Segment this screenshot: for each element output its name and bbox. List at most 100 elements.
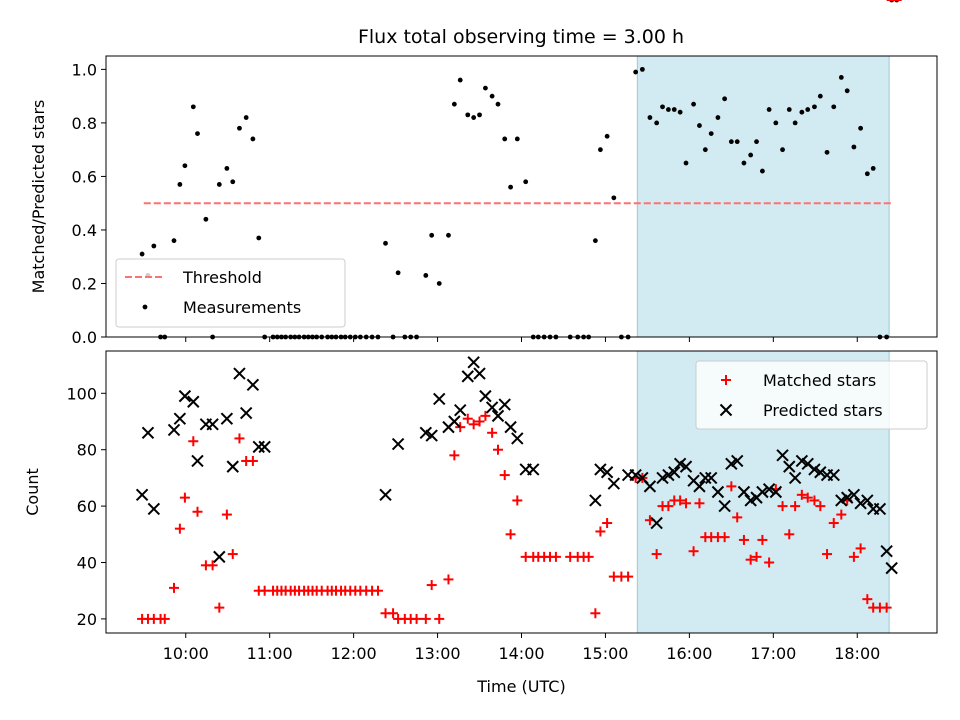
measurement-point: [216, 182, 222, 187]
x-marker-b: [629, 468, 642, 482]
x-tick-label: 16:00: [666, 644, 712, 663]
matched-point: [372, 585, 383, 596]
ratio-y-tick-label: 0.0: [72, 328, 97, 347]
matched-point: [159, 613, 170, 624]
x-marker-b: [454, 404, 467, 417]
highlight-span: [636, 55, 890, 338]
threshold-legend-label: Threshold: [182, 268, 262, 287]
x-marker-b: [737, 485, 751, 499]
x-marker-b: [636, 471, 649, 485]
measurement-point: [514, 136, 520, 142]
predicted-point: [704, 471, 718, 485]
predicted-point: [467, 356, 480, 369]
predicted-point: [827, 468, 840, 482]
predicted-point: [668, 466, 681, 479]
ratio-panel: 0.0 0.2 0.4 0.6 0.8 1.0 Matched/Predicted sta…: [29, 0, 938, 347]
ratio-y-tick-label: 1.0: [72, 60, 97, 79]
measurement-point: [203, 216, 209, 222]
measurement-point: [182, 163, 188, 169]
measurement-point: [831, 104, 837, 110]
predicted-point: [762, 482, 776, 496]
counts-legend: Matched stars Predicted stars: [695, 360, 928, 430]
predicted-point: [425, 429, 438, 442]
measurement-point: [495, 101, 501, 107]
matched-point: [188, 436, 199, 447]
x-marker-b: [769, 485, 783, 499]
matched-point: [809, 495, 820, 506]
x-marker-b: [673, 457, 687, 471]
predicted-point: [233, 367, 246, 380]
x-marker-b: [167, 423, 181, 437]
matched-point: [777, 501, 788, 512]
measurement-point: [489, 93, 495, 99]
measurement-point: [508, 184, 513, 190]
x-marker-b: [461, 370, 474, 383]
matched-point: [259, 585, 270, 596]
x-tick-label: 18:00: [834, 644, 880, 663]
measurement-point: [177, 182, 183, 187]
predicted-point: [731, 454, 744, 468]
x-marker-b: [135, 488, 149, 502]
predicted-point: [643, 480, 657, 493]
predicted-point: [880, 545, 893, 558]
measurement-point: [465, 112, 471, 118]
matched-point: [411, 613, 422, 624]
x-marker-b: [808, 463, 821, 476]
predicted-legend-marker: [719, 403, 733, 417]
measurement-point: [256, 235, 262, 241]
measurements-legend-swatch: [142, 304, 148, 310]
x-marker-b: [827, 468, 840, 482]
x-marker-b: [756, 485, 769, 499]
matched-point: [815, 501, 826, 512]
counts-y-tick-label: 80: [77, 441, 97, 460]
predicted-point: [589, 494, 602, 507]
ratio-y-tick-label: 0.8: [72, 114, 97, 133]
x-marker-b: [762, 482, 776, 496]
x-marker-b: [873, 502, 887, 516]
x-marker-b: [693, 480, 706, 493]
measurement-point: [864, 171, 870, 177]
matched-point: [480, 410, 491, 421]
measurement-point: [728, 139, 734, 145]
measurement-point: [429, 232, 435, 238]
x-marker-b: [504, 420, 517, 434]
measurement-point: [697, 123, 702, 128]
predicted-point: [693, 480, 706, 493]
x-marker-b: [178, 389, 192, 403]
predicted-point: [769, 485, 783, 499]
measurement-point: [471, 115, 477, 120]
x-marker-b: [600, 466, 614, 479]
matched-point: [719, 532, 730, 543]
matched-point: [790, 501, 801, 512]
predicted-point: [433, 392, 446, 406]
ratio-y-axis-label: Matched/Predicted stars: [29, 100, 48, 294]
matched-point: [694, 498, 705, 509]
x-marker-b: [668, 466, 681, 479]
measurement-point: [812, 104, 817, 110]
matched-point: [174, 523, 185, 534]
measurement-point: [383, 240, 388, 246]
ratio-y-ticks: 0.0 0.2 0.4 0.6 0.8 1.0: [72, 60, 106, 347]
predicted-point: [220, 412, 234, 425]
predicted-point: [511, 432, 524, 445]
x-tick-label: 15:00: [582, 644, 628, 663]
matched-point: [590, 608, 601, 619]
x-tick-label: 10:00: [163, 644, 209, 663]
measurement-point: [858, 125, 864, 131]
predicted-point: [504, 420, 517, 434]
matched-point: [492, 444, 503, 455]
matched-point: [449, 450, 460, 461]
ratio-x-ticks: [185, 337, 858, 342]
predicted-point: [213, 550, 226, 564]
x-marker-b: [258, 440, 271, 454]
predicted-point: [607, 477, 621, 490]
chart-title: Flux total observing time = 3.00 h: [358, 26, 684, 48]
x-marker-b: [187, 395, 200, 408]
counts-x-ticks: 10:00 11:00 12:00 13:00 14:00 15:00 16:00 17:00…: [163, 633, 880, 663]
measurement-point: [683, 160, 689, 166]
measurement-point: [224, 166, 230, 171]
predicted-point: [498, 398, 511, 411]
matched-point: [757, 534, 768, 545]
measurement-point: [748, 152, 754, 158]
